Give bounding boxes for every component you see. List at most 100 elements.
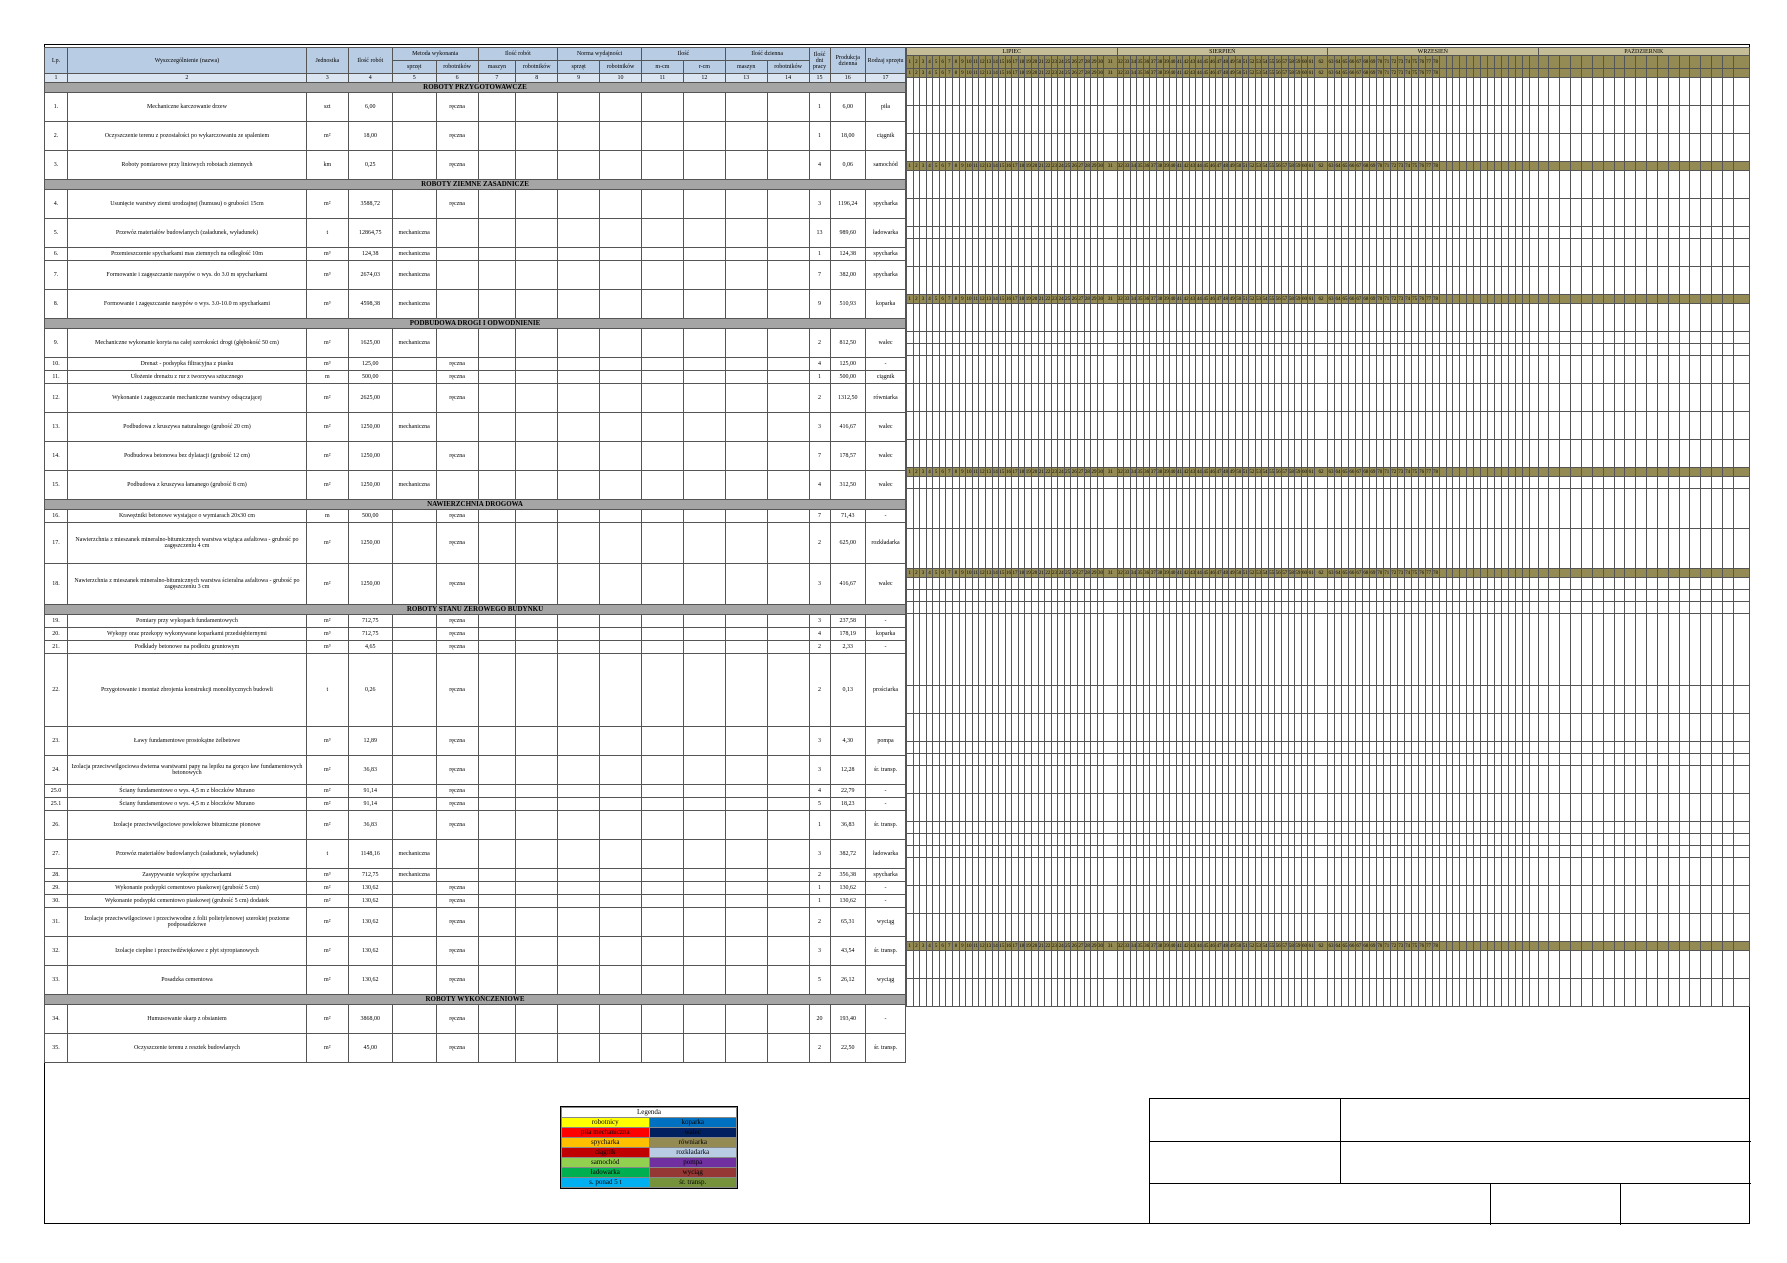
gantt-cell	[1656, 266, 1669, 295]
gantt-cell	[938, 198, 947, 227]
gantt-cell	[938, 857, 947, 886]
gantt-cell	[1307, 331, 1315, 344]
gantt-cell	[965, 343, 973, 356]
gantt-cell	[1149, 411, 1157, 440]
gantt-cell	[1037, 833, 1046, 846]
gantt-cell	[1382, 476, 1391, 489]
cell-daily: 416,67	[829, 563, 867, 605]
cell-qty: 4,65	[347, 640, 393, 654]
gantt-cell	[1169, 857, 1177, 886]
gantt-cell	[1234, 439, 1243, 468]
gantt-cell	[1313, 753, 1329, 766]
gantt-cell	[1529, 765, 1539, 794]
gantt-cell	[1063, 343, 1072, 356]
gantt-cell	[1241, 476, 1250, 489]
gantt-cell	[1011, 439, 1019, 468]
cell-days: 1	[808, 121, 831, 151]
gantt-cell	[1340, 170, 1349, 199]
gantt-cell	[912, 331, 921, 344]
gantt-cell	[1195, 343, 1204, 356]
gantt-cell	[1334, 198, 1342, 227]
cell-daily: 6,00	[829, 92, 867, 122]
gantt-cell	[1195, 753, 1204, 766]
gantt-cell	[919, 753, 927, 766]
gantt-cell	[1228, 331, 1236, 344]
cell-empty	[557, 189, 601, 219]
gantt-cell	[1004, 685, 1013, 714]
gantt-cell	[1011, 793, 1019, 822]
gantt-cell	[1508, 476, 1517, 489]
day-number	[1522, 568, 1531, 578]
day-number: 69	[1368, 68, 1377, 78]
gantt-cell	[1241, 857, 1250, 886]
gantt-cell	[1340, 793, 1349, 822]
day-number	[1602, 68, 1615, 78]
gantt-cell	[1169, 528, 1177, 569]
gantt-cell	[1090, 857, 1098, 886]
gantt-cell	[1613, 741, 1626, 754]
cell-empty	[599, 441, 642, 471]
cell-lp: 33.	[43, 965, 69, 995]
gantt-cell	[925, 476, 934, 489]
gantt-cell	[1254, 488, 1263, 529]
gantt-cell	[1389, 857, 1398, 886]
day-number: 17	[1011, 294, 1019, 304]
gantt-cell	[1438, 383, 1447, 412]
table-row: 21. Podkłady betonowe na podłożu gruntowy…	[43, 640, 906, 654]
gantt-cell	[1031, 577, 1039, 590]
gantt-cell	[919, 685, 927, 714]
gantt-cell	[1103, 226, 1118, 239]
day-number: 57	[1280, 55, 1289, 69]
gantt-cell	[1307, 857, 1315, 886]
gantt-cell	[1459, 238, 1468, 267]
gantt-cell	[978, 411, 986, 440]
gantt-cell	[1445, 411, 1454, 440]
gantt-cell	[1123, 845, 1131, 858]
gantt-cell	[1070, 331, 1079, 344]
gantt-cell	[1142, 845, 1151, 858]
gantt-cell	[1501, 226, 1510, 239]
gantt-cell	[1024, 198, 1032, 227]
gantt-cell	[1280, 857, 1289, 886]
day-number	[1459, 568, 1468, 578]
gantt-cell	[919, 601, 927, 614]
day-number: 49	[1228, 161, 1236, 171]
gantt-cell	[1678, 105, 1691, 134]
gantt-cell	[1431, 266, 1440, 295]
gantt-cell	[1452, 753, 1461, 766]
gantt-cell	[952, 589, 960, 602]
gantt-cell	[945, 765, 954, 794]
gantt-cell	[1136, 765, 1144, 794]
day-number	[1466, 161, 1475, 171]
gantt-cell	[1515, 238, 1524, 267]
gantt-cell	[1136, 753, 1144, 766]
gantt-cell	[1678, 303, 1691, 332]
cell-empty	[599, 1004, 642, 1034]
gantt-cell	[1646, 439, 1658, 468]
cell-empty	[515, 522, 559, 564]
gantt-cell	[1261, 77, 1269, 106]
gantt-cell	[1017, 303, 1026, 332]
day-number	[1721, 294, 1734, 304]
cell-empty	[766, 726, 810, 756]
gantt-cell	[1410, 833, 1419, 846]
cell-empty	[640, 121, 684, 151]
cell-days: 2	[808, 522, 831, 564]
gantt-cell	[1501, 303, 1510, 332]
gantt-cell	[1116, 383, 1125, 412]
gantt-cell	[1294, 577, 1302, 590]
gantt-cell	[1142, 355, 1151, 384]
gantt-cell	[1403, 439, 1412, 468]
gantt-cell	[1602, 713, 1615, 742]
gantt-cell	[1732, 105, 1751, 134]
gantt-cell	[1294, 238, 1302, 267]
gantt-cell	[925, 488, 934, 529]
gantt-cell	[1678, 476, 1691, 489]
gantt-cell	[1011, 765, 1019, 794]
day-number: 8	[952, 568, 960, 578]
gantt-cell	[1261, 105, 1269, 134]
day-number	[1646, 161, 1658, 171]
day-number: 38	[1156, 568, 1164, 578]
cell-days: 2	[808, 1033, 831, 1063]
day-number: 66	[1347, 55, 1356, 69]
